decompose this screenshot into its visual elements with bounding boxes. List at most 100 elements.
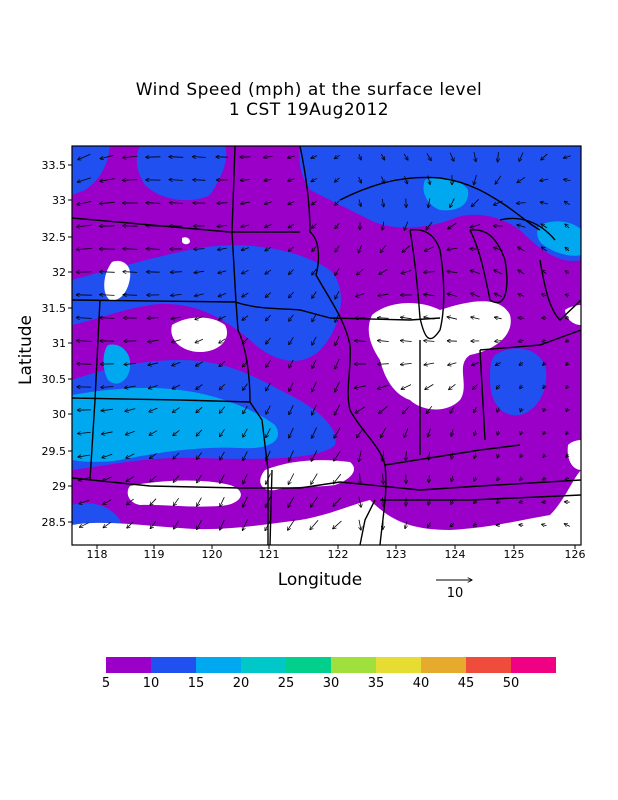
wind-vector — [543, 385, 545, 388]
wind-vector — [171, 294, 182, 295]
wind-vector — [311, 473, 318, 485]
wind-vector — [195, 338, 204, 343]
wind-vector — [101, 387, 114, 388]
wind-vector — [377, 318, 389, 319]
wind-vector — [378, 294, 389, 296]
wind-vector — [357, 268, 364, 275]
wind-vector — [518, 247, 525, 252]
wind-vector — [149, 430, 158, 436]
colorbar-swatch — [421, 657, 466, 673]
wind-vector — [123, 156, 138, 158]
wind-vector — [518, 270, 525, 275]
wind-vector — [148, 362, 159, 365]
wind-vector — [450, 198, 455, 207]
wind-vector — [196, 406, 203, 413]
wind-vector — [242, 292, 249, 297]
wind-vector — [266, 337, 271, 344]
wind-vector — [542, 524, 547, 526]
wind-vector — [377, 384, 389, 389]
wind-vector — [471, 293, 480, 298]
wind-vector — [170, 226, 183, 227]
wind-vector — [354, 385, 366, 388]
wind-vector — [359, 519, 361, 530]
wind-vector — [310, 519, 319, 530]
colorbar-label: 5 — [101, 676, 111, 691]
wind-vector — [149, 453, 157, 458]
wind-vector — [266, 405, 271, 415]
wind-vector — [77, 177, 92, 182]
wind-vector — [123, 295, 138, 296]
y-tick-label: 28.5 — [42, 516, 67, 529]
y-axis: 33.5 33 32.5 32 31.5 31 30.5 30 29.5 29 … — [42, 159, 72, 529]
wind-vector — [517, 176, 526, 182]
wind-vector — [266, 473, 271, 485]
wind-vector — [266, 360, 271, 368]
wind-vector — [103, 521, 112, 528]
wind-vector — [150, 521, 157, 528]
wind-vector — [427, 522, 430, 527]
wind-vector — [470, 270, 480, 274]
wind-vector — [450, 406, 455, 414]
colorbar-swatch — [196, 657, 241, 673]
wind-vector — [335, 358, 340, 369]
wind-vector — [123, 226, 138, 227]
colorbar-label: 15 — [187, 676, 205, 691]
wind-vector — [123, 272, 138, 273]
wind-vector — [380, 153, 384, 160]
wind-vector — [243, 405, 248, 414]
wind-vector — [520, 454, 522, 457]
wind-vector — [474, 500, 477, 503]
wind-vector — [333, 520, 342, 529]
wind-vector — [382, 497, 383, 507]
wind-vector — [265, 519, 272, 530]
wind-vector — [495, 363, 501, 366]
wind-vector — [240, 180, 250, 181]
wind-vector — [379, 269, 388, 275]
wind-vector — [288, 269, 294, 275]
wind-vector — [424, 363, 435, 365]
wind-vector — [127, 521, 134, 528]
wind-vector — [380, 244, 387, 253]
wind-vector — [264, 202, 272, 204]
wind-vector — [264, 179, 273, 181]
wind-vector — [173, 429, 180, 435]
wind-vector — [311, 223, 317, 229]
wind-vector — [125, 430, 135, 435]
y-tick-label: 29 — [52, 480, 66, 493]
wind-vector — [333, 473, 342, 484]
wind-vector — [335, 381, 340, 392]
wind-vector — [566, 408, 568, 412]
wind-vector — [171, 317, 182, 319]
wind-vector — [429, 451, 430, 460]
wind-vector — [494, 248, 503, 251]
wind-speed-fill — [72, 146, 581, 545]
wind-vector — [78, 477, 90, 481]
wind-vector — [192, 157, 206, 158]
wind-vector — [289, 450, 294, 462]
wind-vector — [219, 406, 226, 414]
wind-vector — [355, 341, 366, 342]
colorbar-swatch — [466, 657, 511, 673]
wind-vector — [333, 497, 342, 507]
wind-vector — [312, 291, 317, 299]
wind-vector — [541, 247, 547, 252]
wind-vector — [334, 154, 340, 158]
wind-vector — [448, 362, 457, 366]
wind-vector — [428, 175, 430, 185]
wind-vector — [428, 428, 431, 437]
wind-vector — [288, 179, 295, 182]
wind-vector — [494, 200, 503, 205]
wind-vector — [125, 408, 136, 412]
reference-vector-label: 10 — [446, 586, 464, 601]
wind-vector — [495, 341, 502, 342]
wind-vector — [174, 520, 179, 529]
wind-vector — [264, 156, 273, 157]
wind-vector — [311, 200, 317, 205]
wind-vector — [449, 152, 454, 162]
wind-vector — [519, 152, 524, 162]
wind-vector — [519, 501, 524, 502]
wind-vector — [289, 337, 294, 344]
wind-vector — [382, 450, 384, 462]
wind-vector — [172, 361, 181, 365]
wind-vector — [335, 313, 340, 323]
